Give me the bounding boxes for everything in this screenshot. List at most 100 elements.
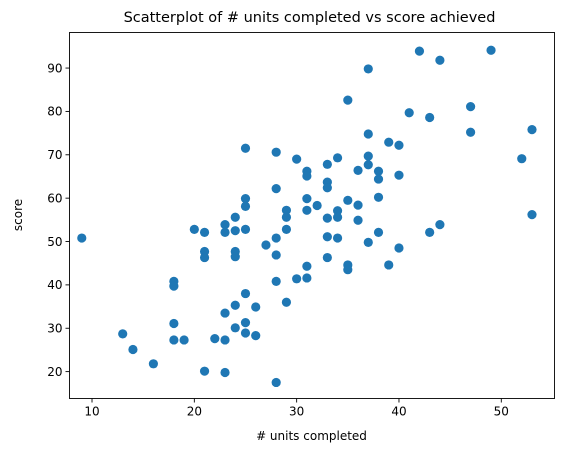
data-point	[394, 243, 404, 253]
y-tick-label: 50	[47, 235, 62, 249]
data-point	[240, 224, 251, 234]
data-point	[353, 165, 363, 175]
data-point	[220, 227, 230, 238]
y-axis-ticks: 20 30 40 50 60 70 80 90	[47, 61, 70, 379]
data-point	[77, 233, 87, 243]
data-point	[394, 140, 404, 150]
data-point	[332, 206, 343, 216]
data-point	[353, 215, 363, 225]
data-point	[281, 297, 292, 307]
data-point	[271, 233, 281, 243]
data-point	[527, 125, 537, 135]
data-point	[312, 200, 322, 211]
data-point	[435, 220, 445, 230]
data-point	[240, 201, 251, 211]
data-point	[343, 265, 353, 275]
data-point	[271, 276, 281, 287]
data-point	[332, 153, 343, 163]
data-point	[363, 129, 373, 139]
data-point	[332, 233, 343, 243]
plot-frame	[69, 32, 555, 399]
data-point	[292, 274, 302, 284]
data-point	[425, 227, 435, 238]
data-point	[199, 252, 210, 263]
data-point	[199, 227, 210, 238]
data-point	[322, 183, 332, 193]
data-point	[373, 192, 384, 202]
data-point	[414, 46, 425, 56]
data-point	[179, 335, 189, 345]
data-point	[332, 212, 343, 222]
data-point	[363, 64, 373, 74]
data-point	[363, 237, 373, 247]
data-point	[128, 344, 138, 355]
y-tick-label: 80	[47, 105, 62, 119]
y-tick-label: 40	[47, 278, 62, 292]
data-point	[435, 55, 445, 65]
data-point	[302, 171, 312, 181]
x-tick-label: 20	[187, 405, 202, 419]
data-point	[251, 302, 261, 312]
data-point	[425, 112, 435, 123]
x-tick-label: 30	[289, 405, 304, 419]
data-point	[394, 170, 404, 180]
data-point	[169, 335, 179, 345]
data-point	[230, 212, 240, 222]
x-tick-label: 50	[494, 405, 509, 419]
data-point	[220, 308, 230, 318]
data-point	[466, 127, 476, 137]
data-point	[271, 250, 281, 260]
data-point	[240, 328, 251, 338]
data-point	[302, 273, 312, 283]
data-point	[527, 210, 537, 220]
data-point	[302, 193, 312, 204]
y-tick-label: 70	[47, 148, 62, 162]
data-point	[292, 154, 302, 164]
data-point	[220, 335, 230, 345]
data-point	[220, 367, 230, 378]
data-point	[230, 300, 240, 310]
data-point	[220, 220, 230, 230]
data-point	[240, 193, 251, 204]
data-point	[230, 226, 240, 236]
data-point	[404, 108, 414, 118]
data-point	[322, 232, 332, 242]
chart-title: Scatterplot of # units completed vs scor…	[124, 10, 496, 26]
data-point	[230, 252, 240, 262]
data-point	[363, 160, 373, 170]
data-point	[466, 102, 476, 112]
data-point	[281, 212, 292, 222]
data-point	[169, 281, 179, 291]
data-point	[210, 334, 220, 344]
data-point	[353, 200, 363, 210]
data-point	[230, 323, 240, 333]
data-point	[384, 137, 394, 147]
data-point	[240, 318, 251, 328]
data-point	[486, 45, 496, 55]
data-point	[343, 195, 353, 205]
data-point	[240, 288, 251, 299]
data-point	[322, 159, 332, 169]
data-point	[261, 240, 271, 250]
x-tick-label: 10	[84, 405, 99, 419]
data-point	[373, 166, 384, 176]
data-point	[343, 95, 353, 105]
data-point	[281, 224, 292, 234]
data-point	[302, 261, 312, 271]
data-point	[118, 329, 128, 339]
data-point	[169, 318, 179, 329]
y-axis-label: score	[11, 199, 25, 231]
data-point	[517, 154, 527, 164]
data-point	[240, 143, 251, 153]
data-point	[373, 227, 384, 238]
data-point	[384, 260, 394, 270]
data-point	[271, 184, 281, 194]
data-point	[322, 252, 332, 263]
data-point	[148, 359, 158, 369]
data-point	[189, 224, 199, 234]
y-tick-label: 60	[47, 191, 62, 205]
data-point	[271, 377, 281, 388]
data-point	[271, 147, 281, 157]
